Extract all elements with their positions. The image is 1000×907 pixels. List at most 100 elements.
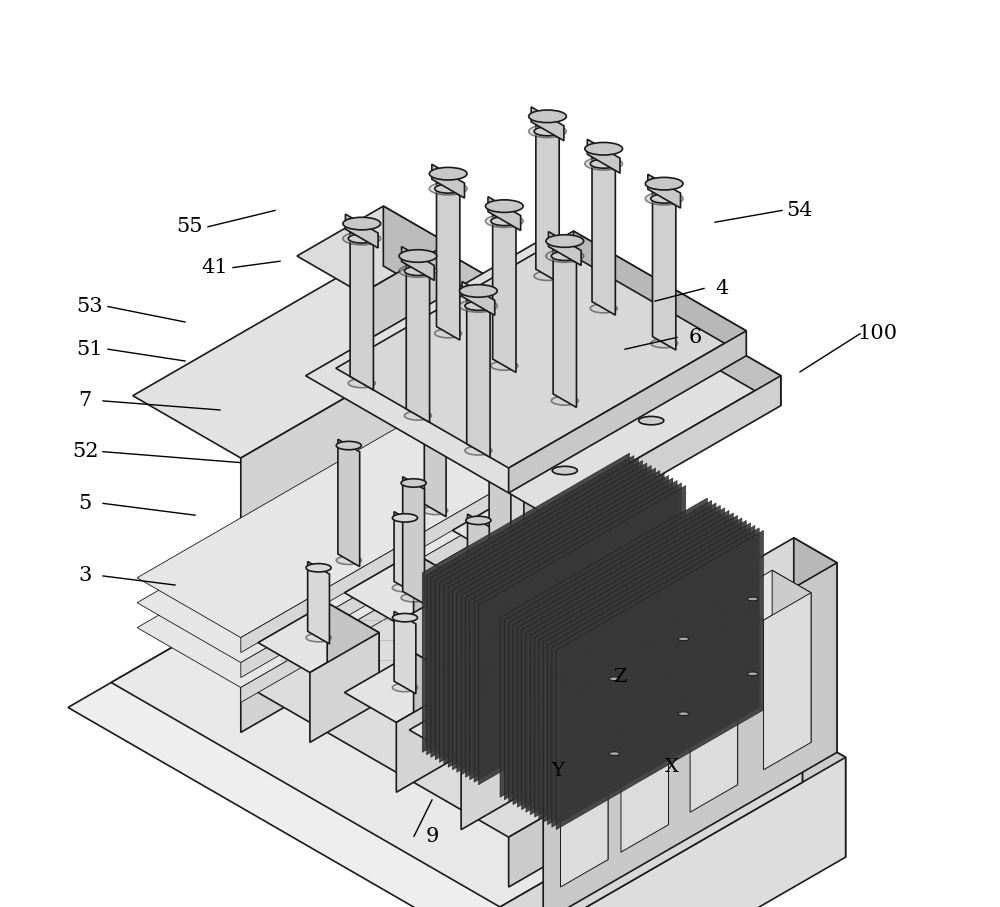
Ellipse shape	[645, 192, 683, 205]
Ellipse shape	[609, 752, 620, 756]
Polygon shape	[459, 649, 481, 731]
Ellipse shape	[460, 299, 497, 312]
Polygon shape	[344, 653, 465, 722]
Ellipse shape	[306, 563, 331, 572]
Polygon shape	[241, 296, 522, 733]
Polygon shape	[474, 483, 681, 782]
Polygon shape	[591, 571, 660, 680]
Polygon shape	[679, 636, 688, 657]
Ellipse shape	[747, 612, 758, 616]
Ellipse shape	[546, 249, 584, 262]
Ellipse shape	[487, 429, 513, 437]
Polygon shape	[509, 675, 789, 887]
Ellipse shape	[399, 249, 437, 262]
Polygon shape	[241, 502, 517, 678]
Polygon shape	[424, 389, 446, 517]
Polygon shape	[604, 578, 725, 648]
Ellipse shape	[401, 593, 426, 602]
Polygon shape	[548, 525, 755, 824]
Polygon shape	[699, 613, 738, 785]
Ellipse shape	[534, 127, 561, 136]
Polygon shape	[488, 197, 521, 230]
Polygon shape	[748, 596, 757, 617]
Text: Y: Y	[552, 762, 564, 780]
Ellipse shape	[529, 125, 566, 138]
Ellipse shape	[509, 456, 534, 464]
Ellipse shape	[392, 583, 418, 592]
Polygon shape	[656, 608, 725, 717]
Text: 100: 100	[858, 325, 898, 343]
Polygon shape	[493, 214, 516, 373]
Ellipse shape	[485, 215, 523, 228]
Text: 7: 7	[78, 392, 92, 410]
Polygon shape	[526, 512, 733, 813]
Polygon shape	[414, 553, 465, 653]
Ellipse shape	[487, 543, 513, 552]
Polygon shape	[548, 670, 617, 780]
Polygon shape	[500, 538, 837, 733]
Polygon shape	[543, 375, 781, 542]
Ellipse shape	[460, 285, 497, 297]
Polygon shape	[553, 249, 576, 407]
Ellipse shape	[747, 672, 758, 676]
Polygon shape	[431, 458, 638, 757]
Ellipse shape	[485, 200, 523, 212]
Ellipse shape	[639, 416, 664, 424]
Text: 5: 5	[78, 494, 92, 512]
Ellipse shape	[529, 110, 566, 122]
Polygon shape	[535, 518, 742, 817]
Polygon shape	[536, 124, 559, 283]
Ellipse shape	[678, 637, 689, 640]
Ellipse shape	[348, 234, 375, 243]
Polygon shape	[548, 231, 581, 266]
Polygon shape	[502, 449, 524, 532]
Text: 9: 9	[425, 827, 439, 845]
Polygon shape	[500, 732, 802, 907]
Ellipse shape	[466, 631, 491, 639]
Polygon shape	[457, 473, 664, 773]
Polygon shape	[440, 463, 647, 762]
Polygon shape	[552, 528, 759, 827]
Ellipse shape	[544, 671, 569, 679]
Polygon shape	[608, 541, 660, 640]
Polygon shape	[394, 611, 416, 694]
Polygon shape	[432, 164, 464, 198]
Polygon shape	[406, 264, 430, 423]
Ellipse shape	[479, 563, 504, 572]
Polygon shape	[241, 521, 789, 837]
Text: 54: 54	[787, 201, 813, 219]
Polygon shape	[560, 710, 608, 887]
Ellipse shape	[652, 539, 677, 547]
Polygon shape	[504, 501, 712, 800]
Ellipse shape	[399, 265, 437, 278]
Polygon shape	[748, 671, 757, 691]
Polygon shape	[362, 243, 448, 353]
Polygon shape	[509, 331, 746, 493]
Ellipse shape	[465, 301, 492, 310]
Polygon shape	[543, 522, 751, 822]
Polygon shape	[338, 439, 360, 567]
Polygon shape	[137, 443, 517, 662]
Ellipse shape	[590, 304, 617, 313]
Polygon shape	[111, 508, 802, 907]
Ellipse shape	[435, 329, 462, 337]
Ellipse shape	[552, 466, 577, 474]
Polygon shape	[241, 478, 517, 653]
Polygon shape	[610, 751, 619, 771]
Ellipse shape	[457, 651, 482, 659]
Polygon shape	[483, 633, 552, 742]
Ellipse shape	[404, 267, 431, 276]
Ellipse shape	[336, 556, 361, 564]
Ellipse shape	[392, 683, 418, 692]
Polygon shape	[306, 239, 781, 513]
Text: 53: 53	[77, 297, 103, 316]
Ellipse shape	[639, 532, 664, 540]
Polygon shape	[436, 182, 460, 340]
Ellipse shape	[678, 712, 689, 716]
Polygon shape	[653, 537, 675, 619]
Ellipse shape	[546, 235, 584, 248]
Polygon shape	[470, 481, 677, 780]
Ellipse shape	[509, 342, 534, 350]
Polygon shape	[396, 683, 465, 793]
Polygon shape	[462, 281, 495, 316]
